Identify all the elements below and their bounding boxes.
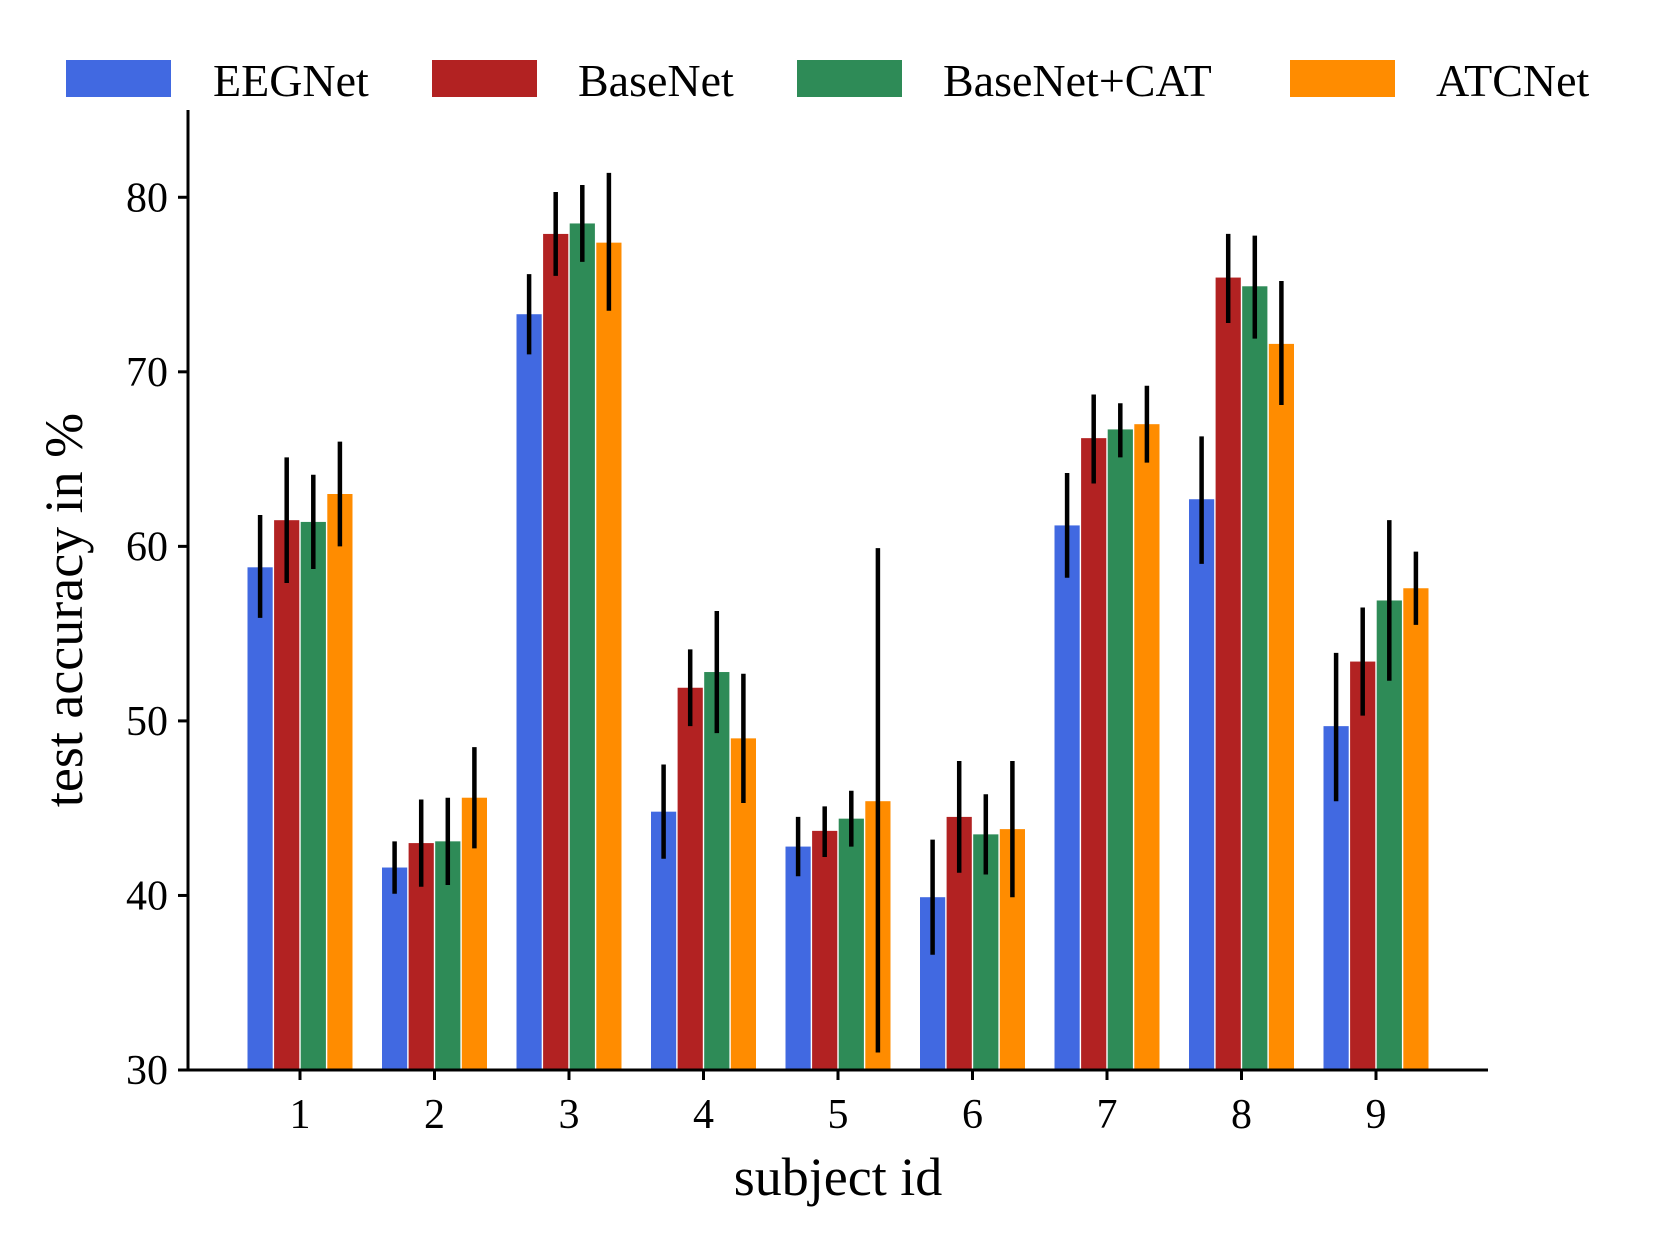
legend-label-eegnet: EEGNet [213, 55, 369, 106]
legend-swatch-basenet [432, 60, 537, 97]
y-axis-label: test accuracy in % [34, 413, 94, 807]
bar-basenet-subject-9 [1350, 661, 1376, 1070]
bar-atcnet-subject-3 [596, 242, 622, 1070]
bar-basenet-cat-subject-3 [569, 223, 595, 1071]
bar-eegnet-subject-7 [1054, 525, 1080, 1070]
bar-basenet-subject-4 [677, 687, 703, 1070]
bar-atcnet-subject-1 [327, 494, 353, 1070]
x-ticks: 1 2 3 4 5 6 7 8 9 [290, 1070, 1387, 1138]
bar-eegnet-subject-5 [785, 846, 811, 1070]
bar-basenet-cat-subject-5 [838, 818, 864, 1070]
bar-atcnet-subject-7 [1134, 424, 1160, 1070]
bar-eegnet-subject-2 [382, 867, 408, 1070]
bar-eegnet-subject-3 [516, 314, 542, 1071]
x-tick-label: 5 [828, 1092, 849, 1138]
legend-swatch-basenet-cat [797, 60, 902, 97]
error-bars-group [257, 172, 1419, 1053]
x-tick-label: 4 [693, 1092, 714, 1138]
bar-basenet-subject-3 [543, 233, 569, 1071]
x-tick-label: 7 [1097, 1092, 1118, 1138]
plot-area: 30 40 50 60 70 80 1 2 3 4 5 6 7 8 9 [126, 110, 1488, 1138]
bar-basenet-subject-5 [812, 830, 838, 1070]
x-tick-label: 8 [1231, 1092, 1252, 1138]
y-tick-label: 40 [126, 873, 168, 919]
legend-swatch-atcnet [1290, 60, 1395, 97]
x-tick-label: 2 [424, 1092, 445, 1138]
bar-eegnet-subject-8 [1189, 499, 1215, 1071]
bar-basenet-cat-subject-8 [1242, 286, 1268, 1071]
y-tick-label: 70 [126, 350, 168, 396]
x-tick-label: 1 [290, 1092, 311, 1138]
x-tick-label: 6 [962, 1092, 983, 1138]
bar-basenet-subject-1 [274, 520, 300, 1070]
bar-basenet-cat-subject-4 [704, 672, 730, 1070]
y-tick-label: 30 [126, 1048, 168, 1094]
bar-atcnet-subject-9 [1403, 588, 1429, 1070]
bar-basenet-subject-8 [1215, 277, 1241, 1071]
y-ticks: 30 40 50 60 70 80 [126, 175, 188, 1094]
legend-label-basenet: BaseNet [578, 55, 734, 106]
legend-swatch-eegnet [66, 60, 171, 97]
bar-basenet-cat-subject-7 [1107, 429, 1133, 1070]
bars-group [247, 223, 1429, 1071]
bar-atcnet-subject-8 [1268, 343, 1294, 1071]
x-axis-label: subject id [734, 1147, 942, 1207]
y-tick-label: 80 [126, 175, 168, 221]
y-tick-label: 50 [126, 699, 168, 745]
legend-label-basenet-cat: BaseNet+CAT [943, 55, 1212, 106]
x-tick-label: 3 [559, 1092, 580, 1138]
y-tick-label: 60 [126, 524, 168, 570]
legend-label-atcnet: ATCNet [1436, 55, 1590, 106]
bar-eegnet-subject-1 [247, 567, 273, 1070]
x-tick-label: 9 [1366, 1092, 1387, 1138]
bar-basenet-cat-subject-1 [300, 521, 326, 1070]
legend: EEGNet BaseNet BaseNet+CAT ATCNet [66, 55, 1590, 106]
bar-basenet-subject-7 [1081, 438, 1107, 1070]
